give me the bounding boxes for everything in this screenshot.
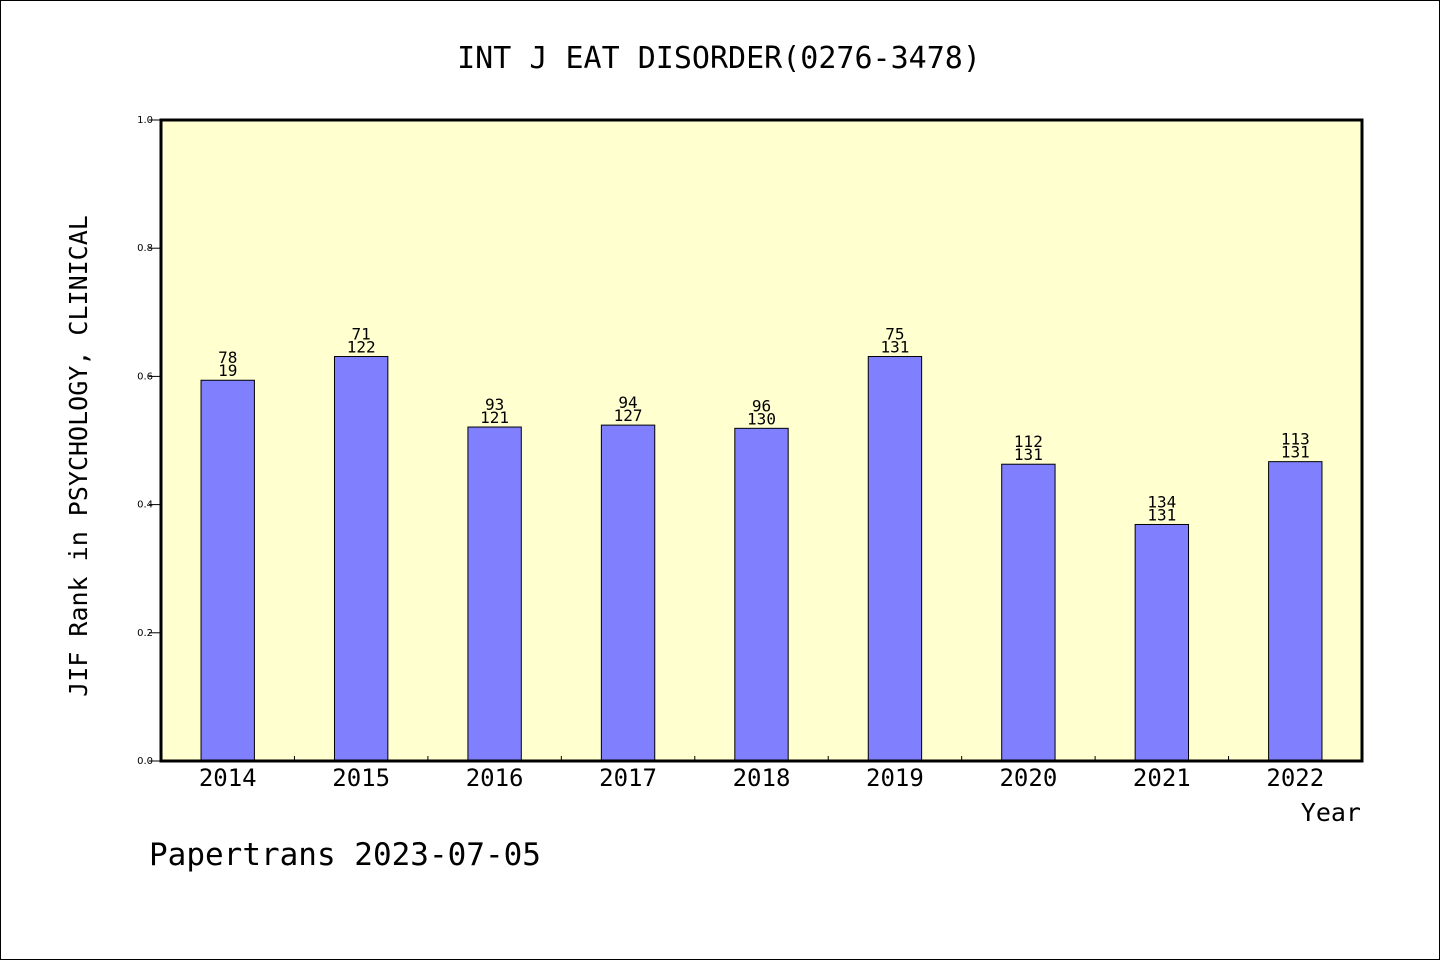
- bar-rank-label: 134: [1147, 492, 1176, 511]
- x-tick-label: 2016: [466, 764, 524, 792]
- bar-2018: [734, 427, 789, 762]
- bar-total-label: 121: [480, 408, 509, 427]
- x-axis: 2014 2015 2016 2017 2018 2019 2020 2021 2022: [199, 756, 1324, 792]
- bar-rank-label: 75: [885, 325, 904, 344]
- bar-rank-label: 94: [618, 393, 637, 412]
- plot-border: [159, 118, 1364, 763]
- bar-2019: [867, 356, 923, 762]
- y-tick-label: 0.0: [137, 756, 153, 767]
- x-tick-label: 2021: [1133, 764, 1191, 792]
- bar-rank-label: 78: [218, 348, 237, 367]
- x-tick-label: 2020: [999, 764, 1057, 792]
- bar-rank-label: 113: [1281, 430, 1310, 449]
- x-tick-label: 2019: [866, 764, 924, 792]
- bar-rank-label: 93: [485, 395, 504, 414]
- bar-total-label: 127: [614, 406, 643, 425]
- bar-total-label: 122: [347, 338, 376, 357]
- x-tick-label: 2022: [1266, 764, 1324, 792]
- x-tick-label: 2018: [733, 764, 791, 792]
- bar-rank-label: 96: [752, 396, 771, 415]
- bar-total-label: 130: [747, 409, 776, 428]
- bar-2021: [1134, 523, 1190, 762]
- bar-2014: [200, 379, 255, 762]
- chart-title: INT J EAT DISORDER(0276-3478): [457, 41, 981, 76]
- footer-text: Papertrans 2023-07-05: [149, 837, 541, 873]
- bar-total-label: 131: [880, 338, 909, 357]
- bar-2016: [467, 426, 522, 762]
- y-tick-label: 0.8: [137, 243, 153, 254]
- y-tick-label: 1.0: [137, 115, 153, 126]
- x-tick-label: 2015: [332, 764, 390, 792]
- y-axis: 0.0 0.2 0.4 0.6 0.8 1.0: [137, 115, 161, 767]
- y-tick-label: 0.4: [137, 500, 153, 511]
- bar-total-label: 131: [1014, 445, 1043, 464]
- bar-2020: [1001, 463, 1056, 762]
- x-tick-label: 2014: [199, 764, 257, 792]
- bar-total-label: 131: [1147, 505, 1176, 524]
- x-axis-label: Year: [1301, 798, 1361, 827]
- bars-group: 7819711229312194127961307513111213113413…: [200, 325, 1323, 762]
- bar-rank-label: 112: [1014, 432, 1043, 451]
- bar-2022: [1268, 461, 1323, 762]
- bar-rank-label: 71: [352, 325, 371, 344]
- bar-total-label: 19: [218, 361, 237, 380]
- bar-total-label: 131: [1281, 443, 1310, 462]
- bar-2017: [600, 424, 656, 762]
- x-tick-label: 2017: [599, 764, 657, 792]
- y-tick-label: 0.2: [137, 628, 153, 639]
- y-axis-label: JIF Rank in PSYCHOLOGY, CLINICAL: [64, 215, 93, 697]
- y-tick-label: 0.6: [137, 371, 153, 382]
- bar-2015: [333, 356, 389, 762]
